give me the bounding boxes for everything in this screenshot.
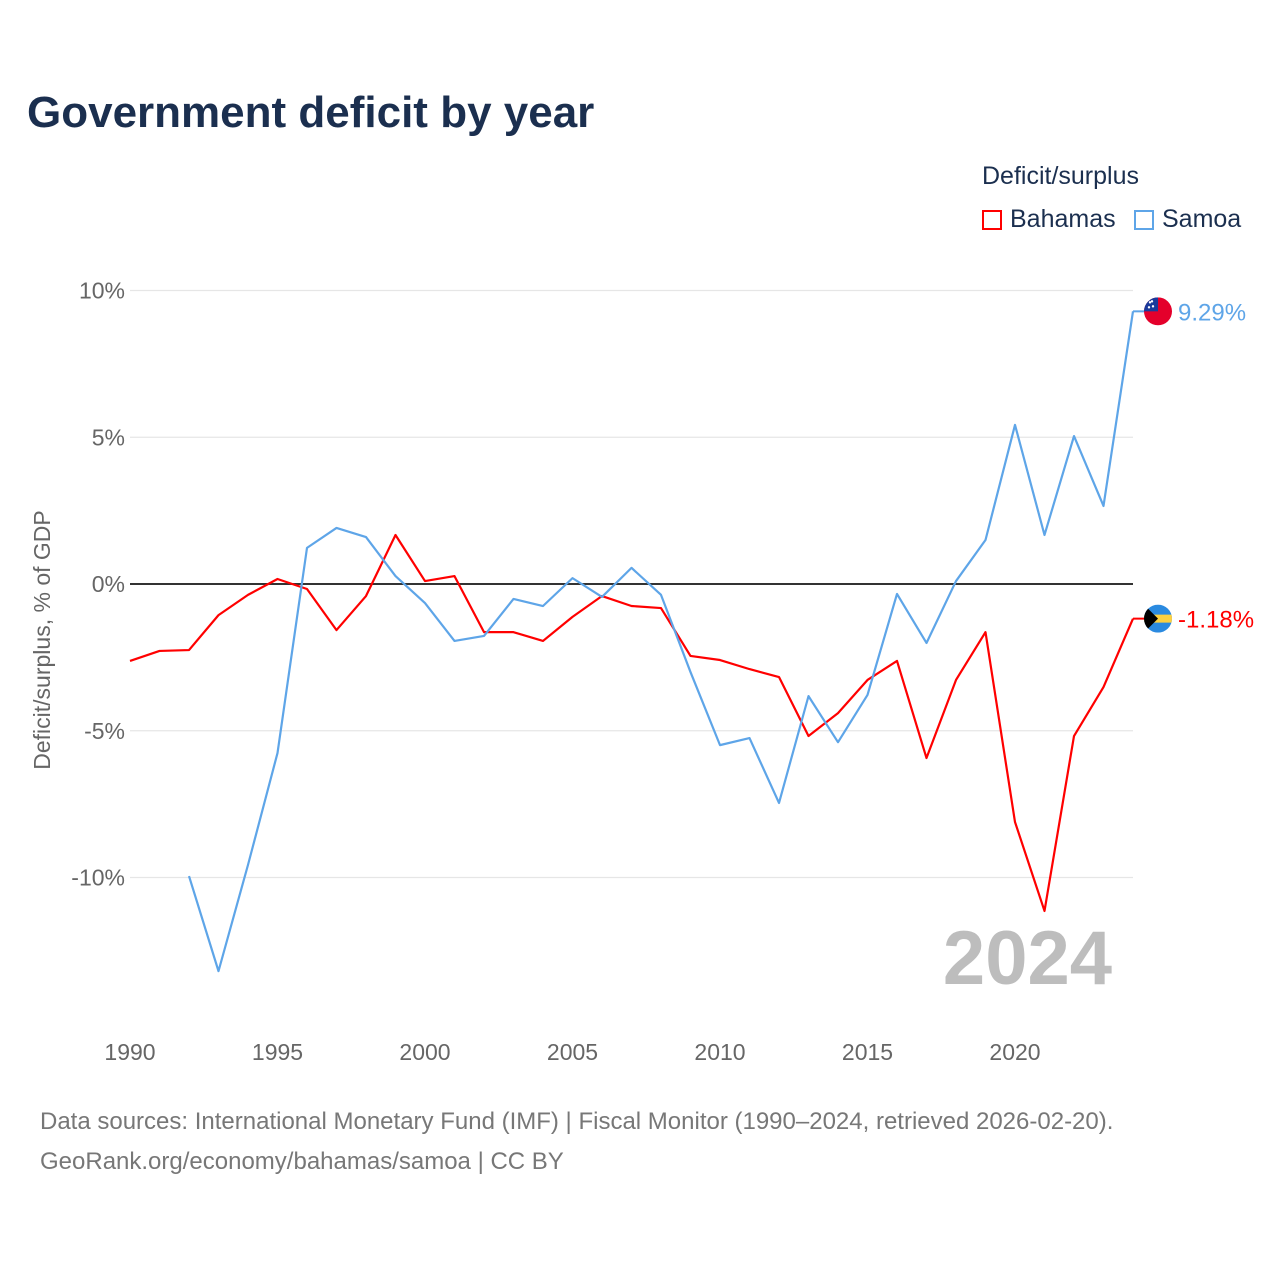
year-watermark: 2024	[943, 916, 1112, 1001]
y-axis-label: Deficit/surplus, % of GDP	[29, 510, 55, 769]
y-tick-label: -10%	[71, 865, 125, 891]
legend-label-samoa: Samoa	[1162, 205, 1242, 233]
y-tick-label: 0%	[92, 571, 125, 597]
legend-item-bahamas[interactable]: Bahamas	[982, 205, 1116, 234]
x-tick-label: 2010	[694, 1039, 745, 1065]
bahamas-flag-icon	[1144, 604, 1172, 633]
legend-label-bahamas: Bahamas	[1010, 205, 1116, 233]
source-line-2: GeoRank.org/economy/bahamas/samoa | CC B…	[40, 1148, 564, 1175]
series-line-bahamas	[129, 533, 1135, 913]
x-tick-label: 2005	[547, 1039, 598, 1065]
source-line-1: Data sources: International Monetary Fun…	[40, 1108, 1114, 1135]
end-value-label-samoa: 9.29%	[1178, 299, 1246, 326]
x-tick-label: 2015	[842, 1039, 893, 1065]
legend-swatch-bahamas	[982, 209, 1002, 230]
legend-title: Deficit/surplus	[982, 162, 1139, 190]
x-tick-label: 1995	[252, 1039, 303, 1065]
series-line-samoa	[187, 311, 1135, 973]
y-tick-label: 10%	[79, 278, 125, 304]
x-tick-label: 2000	[399, 1039, 450, 1065]
legend-swatch-samoa	[1134, 209, 1154, 230]
legend-item-samoa[interactable]: Samoa	[1134, 205, 1241, 234]
end-value-label-bahamas: -1.18%	[1178, 607, 1254, 634]
samoa-flag-icon	[1144, 297, 1172, 326]
y-tick-label: 5%	[92, 424, 125, 450]
x-tick-label: 1990	[104, 1039, 155, 1065]
x-tick-label: 2020	[989, 1039, 1040, 1065]
y-tick-label: -5%	[84, 718, 125, 744]
chart-title: Government deficit by year	[27, 88, 595, 137]
